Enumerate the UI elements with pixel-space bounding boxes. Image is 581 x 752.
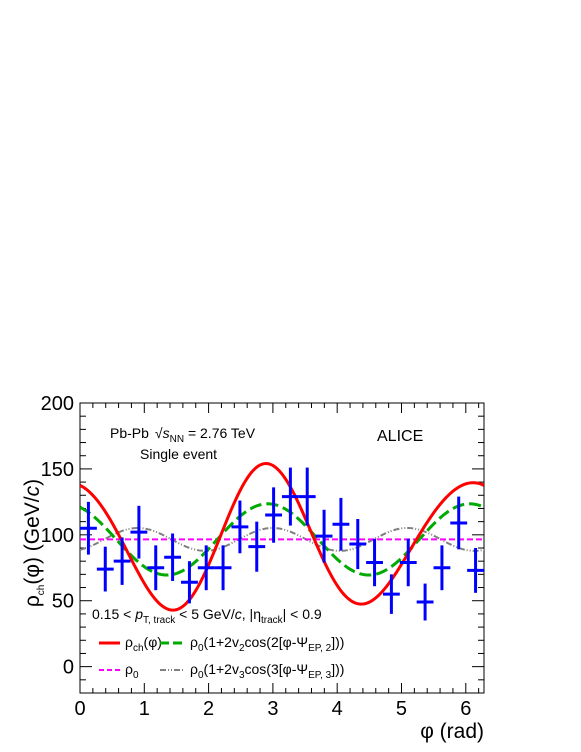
legend: ρch(φ) ρ0(1+2v2cos(2[φ-ΨEP, 2])) ρ0 ρ0(1… bbox=[99, 634, 344, 681]
x-tick-label: 6 bbox=[460, 698, 471, 720]
annotation-experiment: ALICE bbox=[377, 428, 423, 445]
x-tick-label: 2 bbox=[203, 698, 214, 720]
legend-label-v3: ρ0(1+2v3cos(3[φ-ΨEP, 3])) bbox=[190, 661, 344, 681]
data-point bbox=[197, 545, 215, 591]
data-point bbox=[113, 537, 131, 585]
x-tick-label: 0 bbox=[74, 698, 85, 720]
data-point bbox=[399, 538, 417, 587]
data-point bbox=[80, 501, 97, 555]
y-tick-label: 50 bbox=[52, 591, 74, 613]
data-point bbox=[96, 546, 114, 592]
data-point bbox=[181, 561, 198, 604]
legend-label-v2: ρ0(1+2v2cos(2[φ-ΨEP, 2])) bbox=[190, 634, 344, 654]
x-axis-label: φ (rad) bbox=[420, 720, 484, 743]
annotation-event: Single event bbox=[140, 446, 217, 462]
data-point bbox=[433, 545, 451, 591]
data-point bbox=[130, 505, 148, 559]
data-point bbox=[281, 467, 299, 526]
x-tick-label: 1 bbox=[139, 698, 150, 720]
y-tick-label: 100 bbox=[41, 525, 74, 547]
x-tick-label: 4 bbox=[332, 698, 343, 720]
x-tick-label: 5 bbox=[396, 698, 407, 720]
y-tick-label: 0 bbox=[63, 657, 74, 679]
data-point bbox=[416, 583, 434, 621]
series-curve-full-line bbox=[80, 461, 484, 612]
data-point bbox=[332, 497, 350, 551]
legend-label-rho-0: ρ0 bbox=[125, 661, 139, 681]
annotation-system: Pb-Pb √sNN = 2.76 TeV bbox=[110, 425, 256, 445]
y-tick-label: 150 bbox=[41, 459, 74, 481]
data-point bbox=[248, 521, 266, 572]
data-point bbox=[147, 545, 165, 591]
data-point bbox=[214, 545, 232, 591]
legend-label-rho-ch: ρch(φ) bbox=[125, 634, 162, 654]
data-point bbox=[382, 574, 400, 614]
model-curves bbox=[80, 461, 484, 612]
series-curve-v3-line bbox=[80, 526, 484, 552]
y-axis-label: ρch(φ) (GeV/c) bbox=[21, 479, 47, 607]
data-point bbox=[164, 533, 182, 581]
data-point bbox=[231, 500, 249, 554]
data-point bbox=[450, 496, 468, 550]
annotation-cuts: 0.15 < pT, track < 5 GeV/c, |ηtrack| < 0… bbox=[92, 606, 322, 626]
x-tick-label: 3 bbox=[267, 698, 278, 720]
data-point bbox=[366, 538, 383, 587]
y-tick-label: 200 bbox=[41, 393, 74, 415]
data-point bbox=[349, 519, 367, 570]
data-point bbox=[315, 509, 333, 563]
data-point bbox=[265, 487, 283, 543]
axis-tick-labels: 0 1 2 3 4 5 6 0 50 100 150 200 bbox=[41, 393, 472, 720]
data-point bbox=[298, 467, 316, 526]
data-points bbox=[80, 467, 484, 621]
data-point bbox=[467, 548, 484, 593]
